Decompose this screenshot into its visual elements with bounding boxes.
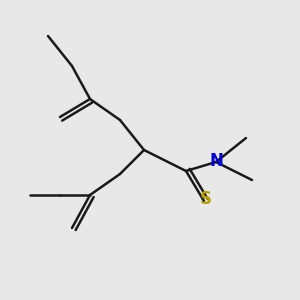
Text: S: S	[200, 190, 211, 208]
Text: N: N	[209, 152, 223, 169]
